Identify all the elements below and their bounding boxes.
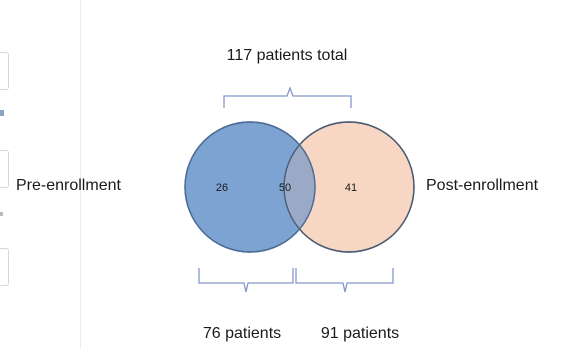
post-enrollment-total-label: 91 patients (321, 325, 399, 342)
form-field[interactable] (0, 52, 9, 90)
form-field[interactable] (0, 248, 9, 286)
post-only-count: 41 (345, 182, 357, 194)
form-field[interactable] (0, 150, 9, 188)
post-enrollment-label: Post-enrollment (426, 177, 539, 194)
pre-enrollment-label: Pre-enrollment (16, 177, 121, 194)
pre-enrollment-outline (184, 121, 316, 253)
overlap-count: 50 (279, 182, 291, 194)
post-enrollment-outline (283, 121, 415, 253)
field-marker (0, 110, 4, 116)
sidebar-panel (0, 0, 81, 348)
total-bracket (223, 86, 352, 108)
pre-enrollment-total-label: 76 patients (203, 325, 281, 342)
pre-only-count: 26 (216, 182, 228, 194)
field-marker (0, 212, 3, 216)
post-enrollment-bracket (295, 268, 394, 293)
pre-enrollment-bracket (198, 268, 294, 293)
total-label: 117 patients total (227, 47, 348, 64)
